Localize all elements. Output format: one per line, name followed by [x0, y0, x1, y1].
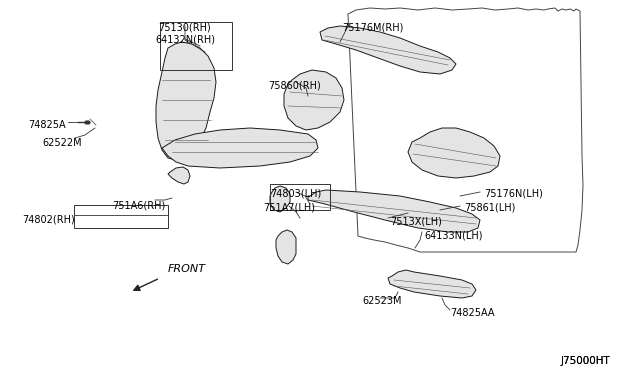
Polygon shape [162, 128, 318, 168]
Text: 75860(RH): 75860(RH) [268, 80, 321, 90]
Text: 74803(LH): 74803(LH) [270, 188, 322, 198]
Text: 64132N(RH): 64132N(RH) [155, 35, 215, 45]
Polygon shape [270, 186, 290, 212]
Text: 62522M: 62522M [42, 138, 82, 148]
Text: 75130(RH): 75130(RH) [159, 22, 211, 32]
Text: 62523M: 62523M [362, 296, 401, 306]
Text: 64133N(LH): 64133N(LH) [424, 230, 483, 240]
Text: 74825AA: 74825AA [450, 308, 495, 318]
Text: J75000HT: J75000HT [560, 356, 610, 366]
Text: J75000HT: J75000HT [560, 356, 610, 366]
Polygon shape [284, 70, 344, 130]
Polygon shape [408, 128, 500, 178]
Text: FRONT: FRONT [168, 264, 206, 274]
Bar [270, 184, 330, 210]
Polygon shape [388, 270, 476, 298]
Bar [160, 22, 232, 70]
Polygon shape [320, 26, 456, 74]
Polygon shape [156, 42, 216, 160]
Text: 75176M(RH): 75176M(RH) [342, 22, 403, 32]
Polygon shape [308, 190, 480, 232]
Text: 75861(LH): 75861(LH) [464, 202, 515, 212]
Text: 751A6(RH): 751A6(RH) [112, 200, 165, 210]
Text: 74802(RH): 74802(RH) [22, 215, 75, 225]
Polygon shape [276, 230, 296, 264]
Text: 751A7(LH): 751A7(LH) [263, 202, 315, 212]
Text: 75176N(LH): 75176N(LH) [484, 188, 543, 198]
Polygon shape [168, 167, 190, 184]
Bar [74, 205, 168, 228]
Text: 74825A: 74825A [28, 120, 66, 130]
Text: 7513X(LH): 7513X(LH) [390, 216, 442, 226]
